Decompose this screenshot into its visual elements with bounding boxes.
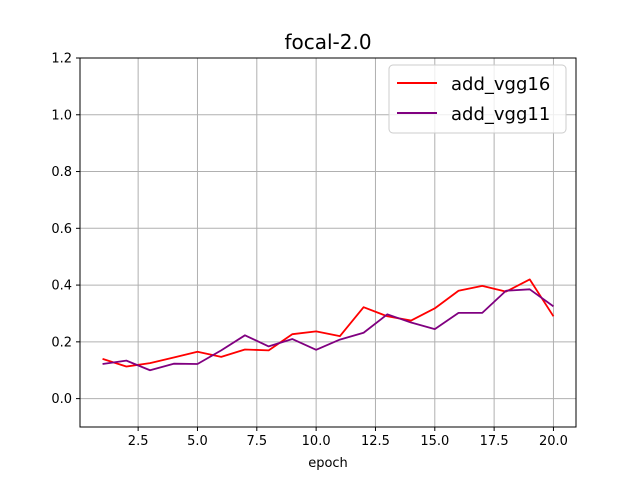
series-line-add-vgg16	[102, 278, 555, 368]
y-tick-label: 0.0	[51, 392, 72, 407]
y-tick-label: 0.4	[51, 279, 72, 294]
x-tick-label: 20.0	[539, 434, 568, 449]
y-tick-label: 0.6	[51, 222, 72, 237]
legend: add_vgg16 add_vgg11	[388, 64, 567, 134]
x-tick-label: 5.0	[187, 434, 208, 449]
x-axis-ticks: 2.5 5.0 7.5 10.0 12.5 15.0 17.5 20.0	[128, 427, 568, 449]
x-tick-label: 7.5	[246, 434, 267, 449]
y-tick-label: 0.2	[51, 335, 72, 350]
x-tick-label: 10.0	[302, 434, 331, 449]
y-tick-label: 0.8	[51, 165, 72, 180]
chart-title: focal-2.0	[284, 30, 371, 54]
x-axis-label: epoch	[308, 456, 348, 471]
y-tick-label: 1.2	[51, 52, 72, 67]
series-line-add-vgg11	[102, 288, 554, 372]
y-axis-ticks: 0.0 0.2 0.4 0.6 0.8 1.0 1.2	[51, 52, 80, 407]
series-lines	[102, 278, 555, 372]
legend-label-add-vgg11: add_vgg11	[451, 104, 550, 125]
x-tick-label: 15.0	[420, 434, 449, 449]
y-tick-label: 1.0	[51, 108, 72, 123]
plot-frame	[79, 57, 577, 428]
x-tick-label: 12.5	[361, 434, 390, 449]
x-tick-label: 2.5	[128, 434, 149, 449]
x-tick-label: 17.5	[480, 434, 509, 449]
legend-label-add-vgg16: add_vgg16	[451, 74, 550, 95]
